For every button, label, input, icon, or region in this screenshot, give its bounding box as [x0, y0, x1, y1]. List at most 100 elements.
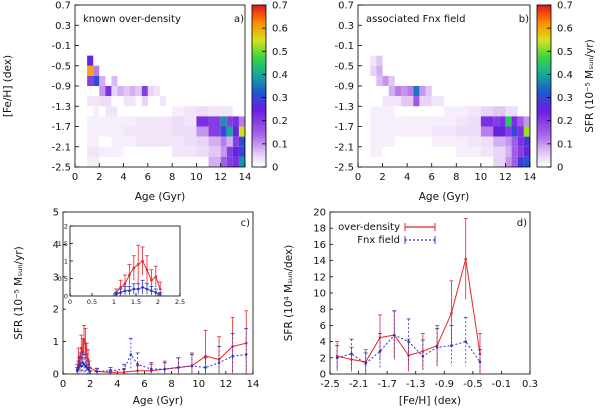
x-tick-label-c-2: 4: [114, 379, 120, 390]
y-tick-label-d-2: 4: [320, 337, 326, 348]
heatmap-cell-b-26: [407, 116, 457, 127]
heatmap-cell-a-76: [232, 156, 239, 167]
heatmap-cell-b-65: [511, 156, 518, 167]
data-point-d-1-4: [392, 333, 396, 337]
heatmap-cell-b-3: [376, 65, 383, 76]
heatmap-cell-b-54: [523, 136, 530, 147]
colorbar-tick-label-b-7: 0: [557, 163, 563, 174]
y-tick-label-inset-0: 0: [64, 292, 68, 300]
x-axis-label-b: Age (Gyr): [419, 191, 470, 203]
heatmap-cell-a-0: [87, 55, 94, 66]
heatmap-cell-a-52: [87, 136, 100, 147]
data-point-d-1-0: [335, 356, 339, 360]
colorbar-ticks-a: 0.7 0.6 0.5 0.4 0.3 0.2 0.1 0: [262, 1, 288, 174]
heatmap-cell-b-63: [493, 156, 506, 167]
heatmap-cell-a-4: [93, 75, 100, 86]
y-tick-label-a-4: -0.9: [51, 82, 71, 93]
heatmap-cell-a-62: [238, 136, 245, 147]
x-tick-label-a-5: 10: [190, 172, 203, 183]
data-point-inset-1-6: [141, 285, 144, 289]
data-point-c-1-22: [244, 353, 248, 356]
data-point-c-0-5: [82, 338, 86, 342]
colorbar-tick-label-a-7: 0: [272, 163, 278, 174]
data-point-d-1-2: [364, 362, 368, 365]
heatmap-cell-a-67: [208, 146, 221, 157]
heatmap-cell-a-30: [111, 116, 136, 127]
y-tick-label-c-1: 1: [53, 337, 59, 348]
heatmap-cell-a-17: [153, 86, 160, 97]
data-point-d-0-9: [464, 257, 468, 261]
heatmap-cell-a-34: [184, 116, 197, 127]
data-point-d-1-8: [450, 344, 453, 347]
colorbar-tick-label-a-3: 0.4: [272, 70, 288, 81]
y-tick-label-d-3: 6: [320, 321, 326, 332]
y-axis-label-c: SFR (10⁻⁵ Mₛᵤₙ/yr): [13, 246, 25, 339]
heatmap-cell-b-57: [480, 146, 494, 157]
heatmap-cell-b-23: [493, 106, 506, 117]
data-point-c-0-12: [122, 370, 126, 374]
heatmap-cell-b-8: [394, 86, 401, 97]
heatmap-cell-a-16: [147, 86, 154, 97]
heatmap-cell-a-10: [117, 86, 124, 97]
heatmap-cell-b-19: [370, 106, 395, 117]
data-point-c-1-1: [77, 366, 80, 369]
panel-label-b: b): [519, 14, 529, 25]
y-tick-label-a-1: 0.3: [55, 21, 71, 32]
data-point-c-1-15: [149, 367, 153, 371]
data-point-c-0-18: [204, 354, 207, 358]
data-point-d-0-6: [421, 350, 425, 353]
heatmap-cell-a-69: [226, 146, 233, 157]
heatmap-cell-a-1: [87, 65, 94, 76]
heatmap-cell-b-48: [468, 136, 481, 147]
data-point-c-0-3: [80, 346, 83, 350]
y-tick-label-c-3: 3: [53, 272, 59, 283]
data-point-inset-0-10: [158, 287, 162, 291]
plot-frame-c: [62, 211, 254, 375]
data-point-inset-0-1: [119, 285, 122, 289]
heatmap-cell-a-50: [232, 126, 239, 137]
heatmap-cell-b-1: [376, 55, 383, 66]
x-axis-label-a: Age (Gyr): [135, 191, 186, 203]
data-point-c-1-13: [129, 353, 133, 356]
series-d: [335, 218, 482, 374]
colorbar-tick-label-b-3: 0.4: [557, 70, 573, 81]
heatmap-cell-b-5: [382, 75, 389, 86]
heatmap-cell-b-58: [493, 146, 506, 157]
data-point-c-1-18: [190, 364, 194, 368]
heatmap-cell-a-9: [111, 86, 118, 97]
x-tick-label-b-6: 12: [499, 172, 512, 183]
heatmap-cell-a-31: [135, 116, 160, 127]
heatmap-cell-a-64: [99, 146, 124, 157]
data-point-c-1-12: [122, 367, 126, 371]
heatmap-cell-b-35: [523, 116, 530, 127]
legend-label-over-density: over-density: [338, 222, 400, 233]
y-tick-label-a-7: -2.1: [51, 142, 71, 153]
heatmap-cell-b-39: [456, 126, 481, 137]
heatmap-cell-a-20: [105, 106, 118, 117]
data-point-d-1-10: [478, 360, 482, 364]
data-point-inset-0-6: [141, 259, 144, 263]
x-tick-label-b-1: 2: [379, 172, 385, 183]
heatmap-cell-a-49: [226, 126, 233, 137]
series-line-c-over-density: [76, 338, 247, 373]
data-point-c-1-11: [109, 369, 112, 373]
y-tick-label-a-8: -2.5: [51, 163, 71, 174]
data-point-c-1-16: [163, 367, 167, 371]
data-point-c-0-7: [85, 353, 89, 356]
data-point-inset-0-8: [150, 278, 153, 282]
annotation-b: associated Fnx field: [366, 14, 465, 25]
heatmap-cell-a-43: [123, 126, 148, 137]
x-tick-label-b-3: 6: [429, 172, 435, 183]
heatmap-cell-a-27: [208, 106, 221, 117]
heatmap-cell-b-29: [480, 116, 494, 127]
x-tick-label-c-7: 14: [247, 379, 260, 390]
heatmap-cell-a-35: [196, 116, 209, 127]
heatmap-cell-a-29: [87, 116, 112, 127]
heatmap-cell-b-50: [493, 136, 506, 147]
x-tick-label-d-0: -2.5: [320, 379, 340, 390]
y-axis-label-a: [Fe/H] (dex): [2, 55, 14, 117]
heatmap-cell-a-36: [208, 116, 221, 127]
heatmap-cell-a-14: [141, 86, 148, 97]
y-tick-label-a-5: -1.3: [51, 102, 71, 113]
